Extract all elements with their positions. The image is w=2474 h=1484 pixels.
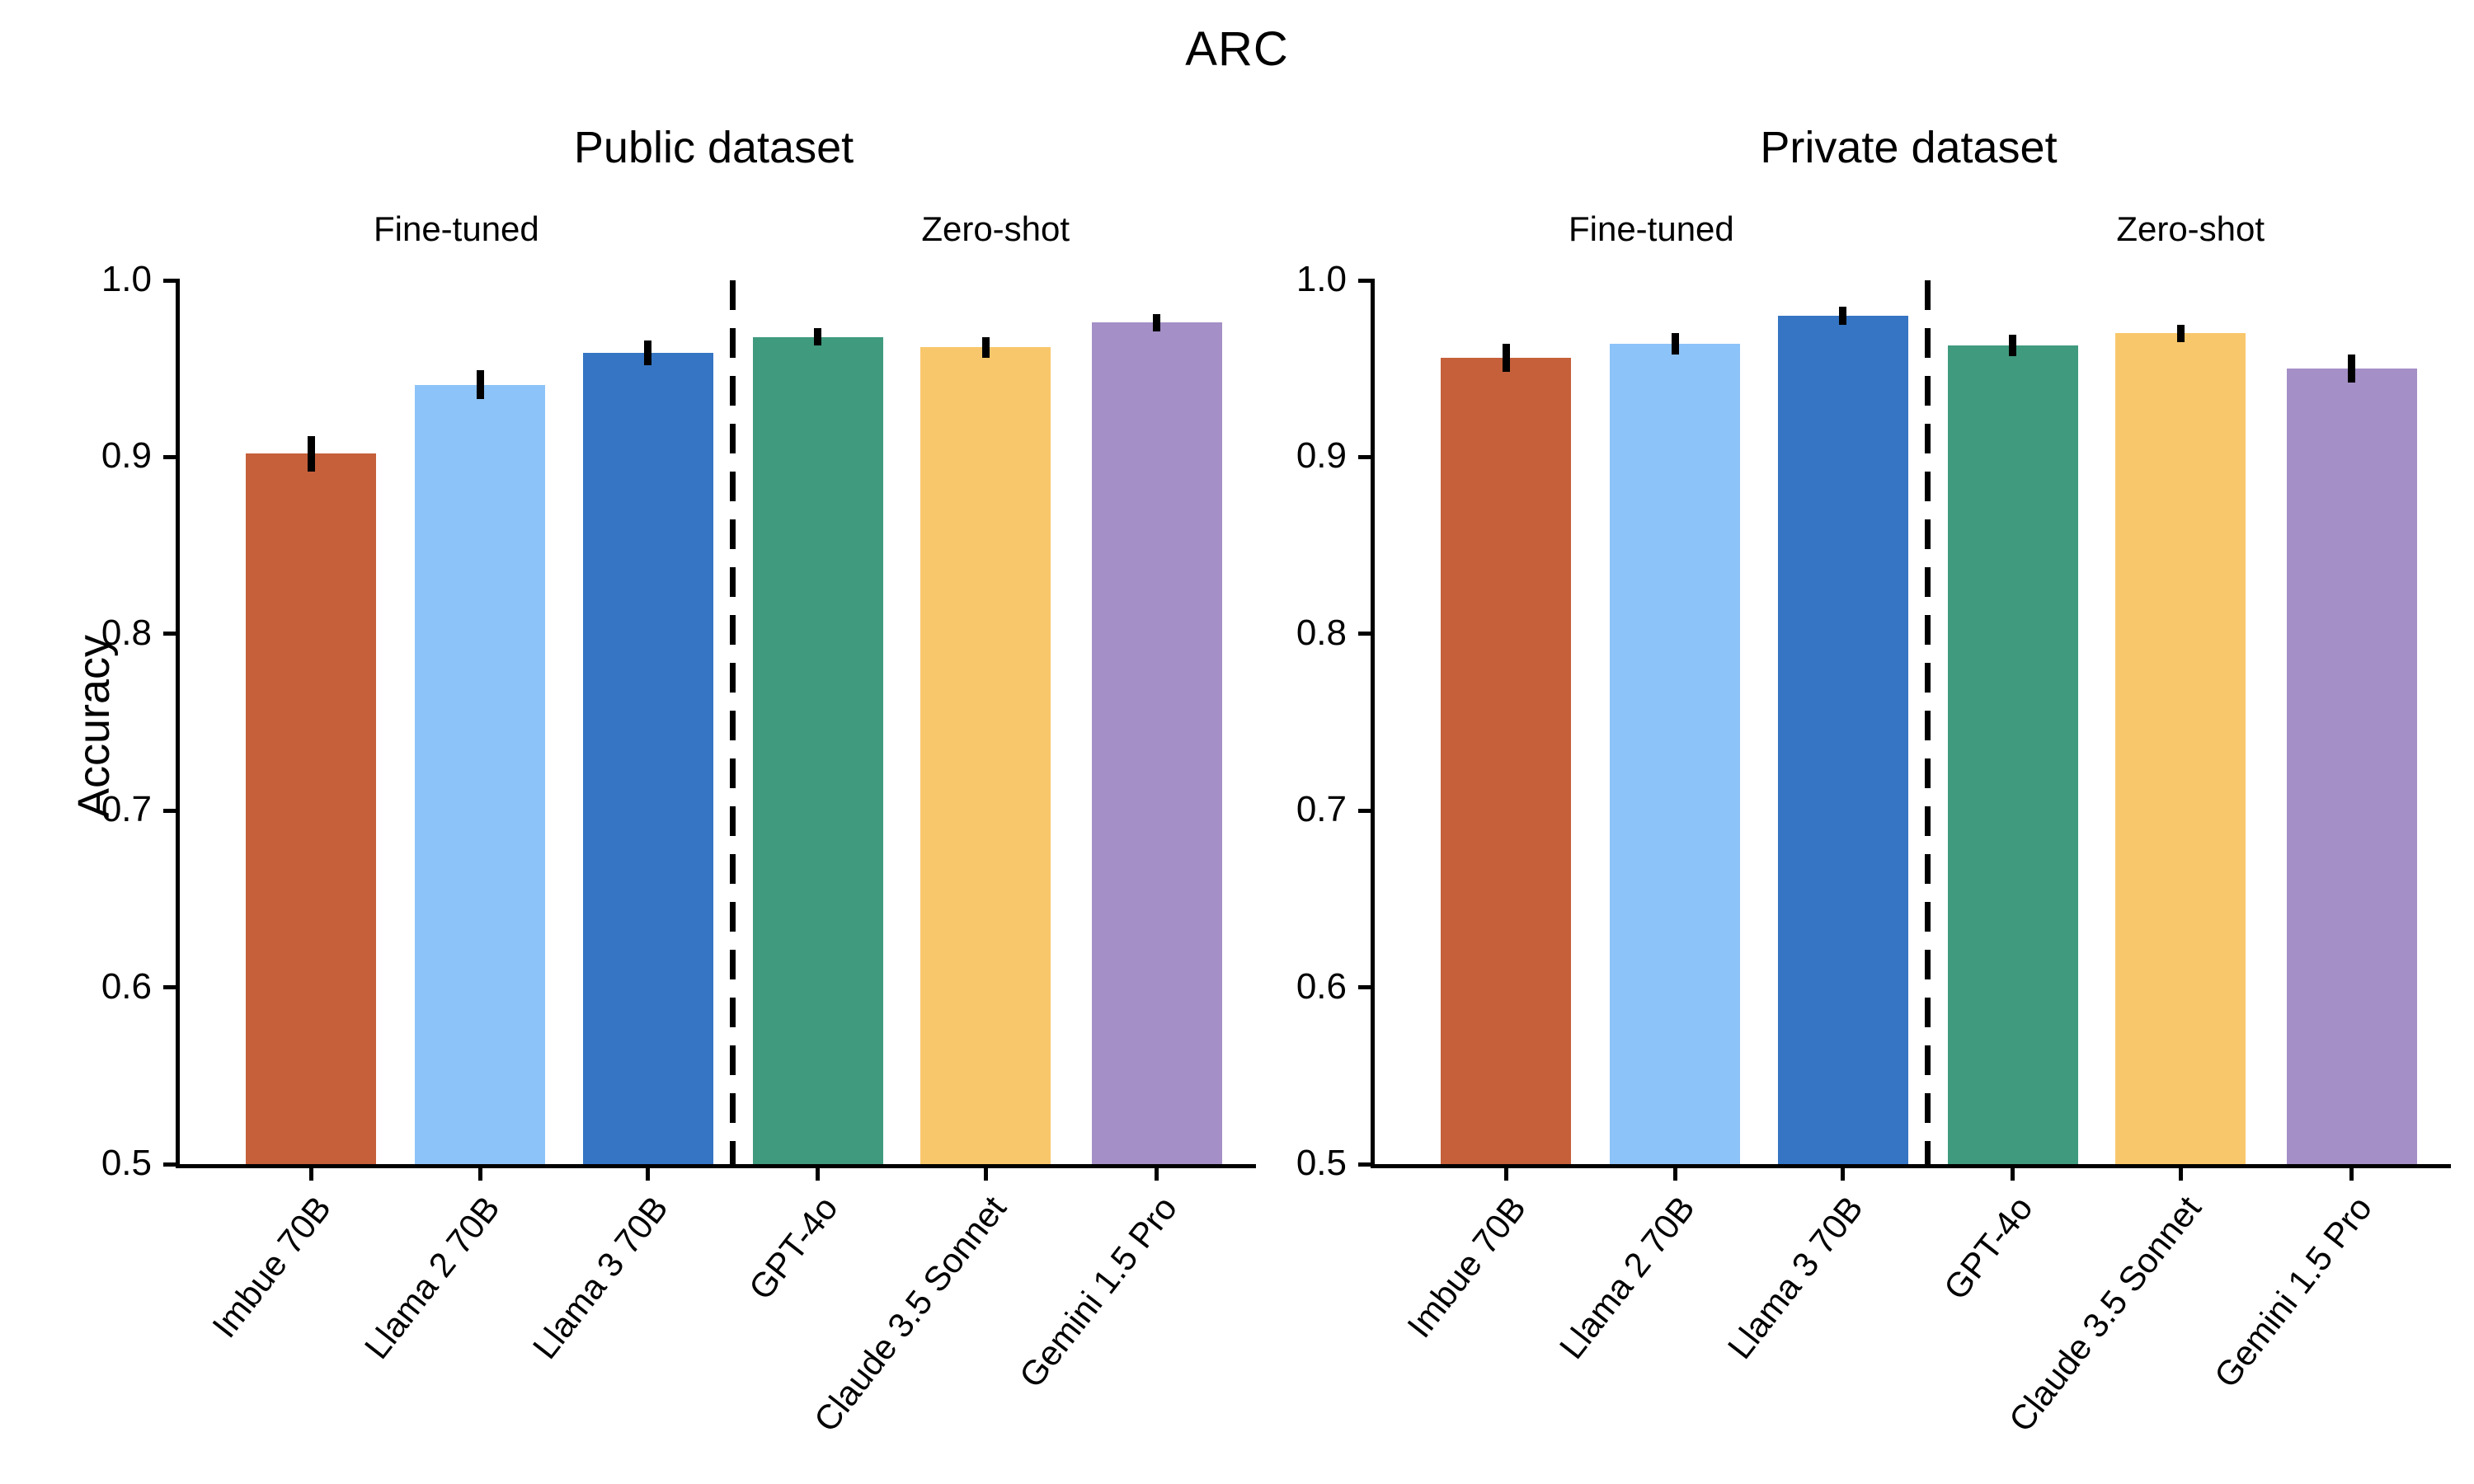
chart-title: ARC (1185, 22, 1289, 76)
x-tick-label-gemini-1-5-pro: Gemini 1.5 Pro (1011, 1189, 1184, 1395)
y-tick (163, 1162, 180, 1167)
error-bar-gpt-4o-private-dataset (2009, 335, 2017, 357)
error-bar-gemini-1-5-pro-public-dataset (1153, 313, 1161, 332)
x-tick-label-gpt-4o: GPT-4o (741, 1189, 845, 1307)
y-tick-label: 0.9 (101, 435, 152, 477)
y-tick (1358, 985, 1375, 990)
x-tick-label-llama-3-70b: Llama 3 70B (524, 1189, 675, 1366)
error-bar-llama-2-70b-public-dataset (476, 370, 484, 399)
x-tick-label-gpt-4o: GPT-4o (1935, 1189, 2040, 1307)
error-bar-llama-3-70b-public-dataset (644, 340, 652, 365)
error-bar-gemini-1-5-pro-private-dataset (2348, 355, 2356, 383)
group-label-fine-tuned-public-dataset: Fine-tuned (373, 209, 539, 248)
y-tick-label: 0.6 (1296, 965, 1347, 1007)
y-tick (1358, 1162, 1375, 1167)
bar-llama-2-70b-private-dataset (1610, 344, 1741, 1164)
x-tick (1841, 1164, 1846, 1181)
panel-public: Public dataset 1.0 0.9 0.8 0.7 0.6 0.5 Fine-tu… (101, 0, 1256, 1484)
panel-title-public: Public dataset (573, 123, 854, 172)
x-tick (983, 1164, 988, 1181)
bar-claude-3-5-sonnet-public-dataset (920, 347, 1051, 1164)
bar-llama-3-70b-private-dataset (1777, 315, 1908, 1164)
x-tick-label-gemini-1-5-pro: Gemini 1.5 Pro (2206, 1189, 2379, 1395)
x-tick-label-llama-2-70b: Llama 2 70B (1551, 1189, 1703, 1366)
error-bar-claude-3-5-sonnet-public-dataset (981, 336, 990, 359)
x-tick (1503, 1164, 1508, 1181)
error-bar-claude-3-5-sonnet-private-dataset (2176, 324, 2185, 343)
group-label-zero-shot-private-dataset: Zero-shot (2116, 209, 2265, 248)
x-tick (477, 1164, 482, 1181)
bar-gemini-1-5-pro-public-dataset (1091, 322, 1222, 1164)
x-tick-label-llama-2-70b: Llama 2 70B (356, 1189, 508, 1366)
x-tick (2011, 1164, 2015, 1181)
y-tick-label: 0.7 (1296, 789, 1347, 830)
x-tick (2349, 1164, 2354, 1181)
y-tick-label: 0.6 (101, 965, 152, 1007)
y-tick (163, 808, 180, 813)
error-bar-imbue-70b-private-dataset (1502, 344, 1510, 373)
y-tick-label: 0.5 (101, 1143, 152, 1183)
y-tick (163, 632, 180, 636)
bar-gpt-4o-public-dataset (752, 336, 883, 1164)
bar-gpt-4o-private-dataset (1947, 345, 2078, 1164)
x-tick-label-imbue-70b: Imbue 70B (205, 1189, 339, 1345)
panel-private: Private dataset 1.0 0.9 0.8 0.7 0.6 0.5 Fine-t… (1296, 0, 2451, 1484)
panel-title-private: Private dataset (1760, 123, 2058, 172)
y-tick-label: 0.8 (101, 612, 152, 653)
x-tick-label-llama-3-70b: Llama 3 70B (1719, 1189, 1870, 1366)
group-label-fine-tuned-private-dataset: Fine-tuned (1568, 209, 1734, 248)
bar-llama-3-70b-public-dataset (582, 352, 713, 1164)
error-bar-imbue-70b-public-dataset (307, 435, 315, 472)
y-tick-label: 0.9 (1296, 435, 1347, 477)
x-tick (1155, 1164, 1159, 1181)
y-tick-label: 1.0 (1296, 259, 1347, 299)
bar-claude-3-5-sonnet-private-dataset (2115, 333, 2246, 1164)
group-divider-private-dataset (1925, 280, 1931, 1164)
x-tick-label-imbue-70b: Imbue 70B (1399, 1189, 1534, 1345)
y-tick-label: 0.5 (1296, 1143, 1347, 1183)
group-label-zero-shot-public-dataset: Zero-shot (921, 209, 1070, 248)
error-bar-llama-3-70b-private-dataset (1839, 307, 1847, 325)
bar-imbue-70b-private-dataset (1441, 358, 1572, 1164)
y-tick (1358, 454, 1375, 459)
y-tick (163, 985, 180, 990)
y-tick-label: 0.7 (101, 789, 152, 830)
y-tick (163, 278, 180, 283)
error-bar-gpt-4o-public-dataset (814, 327, 822, 346)
y-tick (1358, 808, 1375, 813)
error-bar-llama-2-70b-private-dataset (1671, 333, 1679, 355)
y-tick (1358, 278, 1375, 283)
x-tick (1672, 1164, 1677, 1181)
x-tick-label-claude-3-5-sonnet: Claude 3.5 Sonnet (806, 1189, 1014, 1439)
bar-gemini-1-5-pro-private-dataset (2286, 369, 2417, 1164)
group-divider-public-dataset (730, 280, 736, 1164)
plot-area-private: 1.0 0.9 0.8 0.7 0.6 0.5 Fine-tuned Zero-shot Imb… (1296, 209, 2451, 1439)
x-tick-label-claude-3-5-sonnet: Claude 3.5 Sonnet (2001, 1189, 2208, 1439)
y-tick-label: 1.0 (101, 259, 152, 299)
y-tick (163, 454, 180, 459)
y-tick (1358, 632, 1375, 636)
x-tick (2178, 1164, 2183, 1181)
y-tick-label: 0.8 (1296, 612, 1347, 653)
x-tick (646, 1164, 651, 1181)
x-tick (816, 1164, 821, 1181)
plot-area-public: 1.0 0.9 0.8 0.7 0.6 0.5 Fine-tuned Zero-shot Imb… (101, 209, 1256, 1439)
bar-llama-2-70b-public-dataset (415, 384, 546, 1164)
bar-imbue-70b-public-dataset (246, 453, 377, 1164)
x-tick (308, 1164, 313, 1181)
